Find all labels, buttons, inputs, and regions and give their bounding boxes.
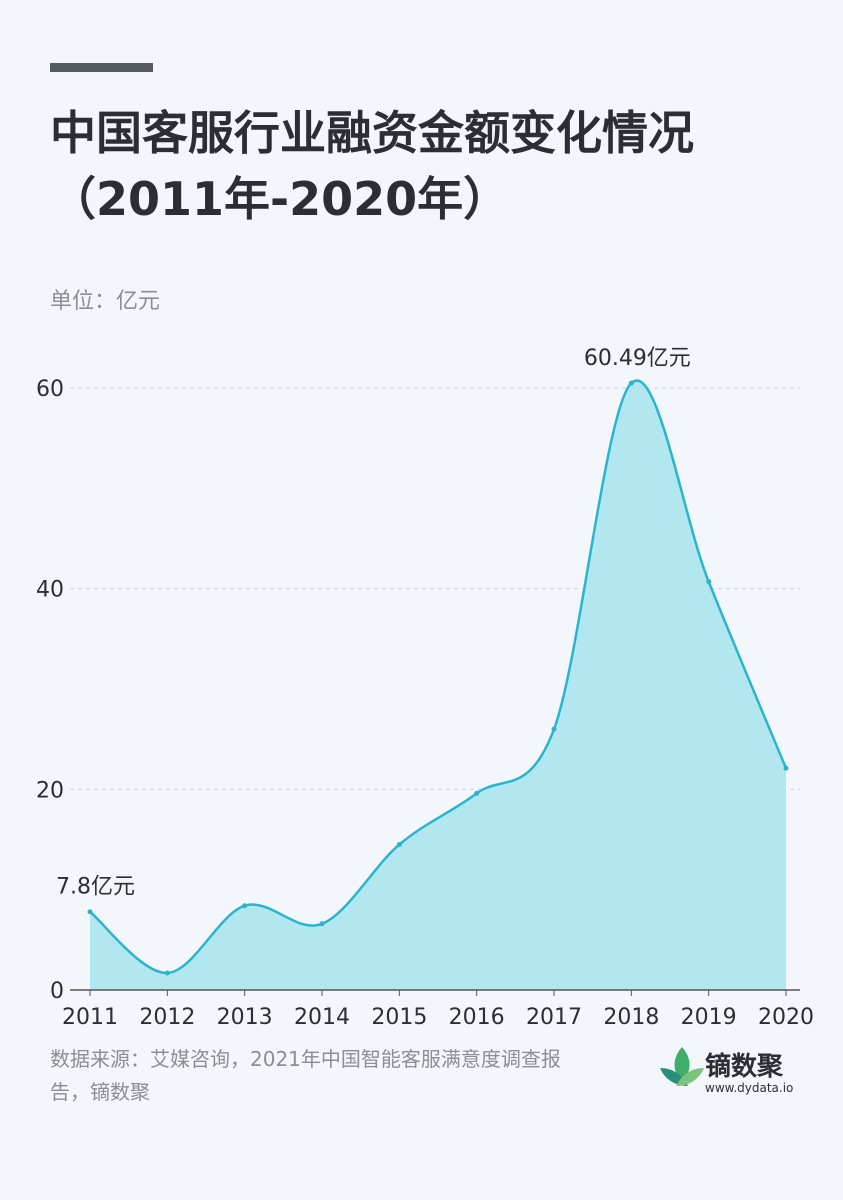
point bbox=[87, 909, 93, 915]
x-tick-label: 2018 bbox=[603, 1005, 659, 1030]
source-note: 数据来源：艾媒咨询，2021年中国智能客服满意度调查报告，镝数聚 bbox=[50, 1047, 561, 1104]
y-tick-label: 0 bbox=[50, 979, 64, 1004]
point bbox=[164, 970, 170, 976]
area-fill bbox=[90, 380, 786, 990]
x-tick-label: 2016 bbox=[449, 1005, 505, 1030]
x-tick-label: 2011 bbox=[62, 1005, 118, 1030]
accent-bar bbox=[50, 63, 153, 72]
x-tick-label: 2012 bbox=[139, 1005, 195, 1030]
point bbox=[551, 726, 557, 732]
value-label: 60.49亿元 bbox=[584, 346, 691, 371]
x-tick-label: 2013 bbox=[217, 1005, 273, 1030]
point bbox=[396, 842, 402, 848]
point bbox=[319, 921, 325, 927]
line bbox=[89, 379, 788, 975]
point bbox=[783, 765, 789, 771]
x-tick-label: 2015 bbox=[371, 1005, 427, 1030]
x-tick-label: 2017 bbox=[526, 1005, 582, 1030]
logo-url: www.dydata.io bbox=[705, 1081, 794, 1095]
unit-label: 单位：亿元 bbox=[50, 289, 161, 314]
y-tick-label: 40 bbox=[36, 578, 64, 603]
value-label: 7.8亿元 bbox=[56, 875, 135, 900]
point bbox=[628, 380, 634, 386]
point bbox=[242, 903, 248, 909]
x-tick-label: 2014 bbox=[294, 1005, 350, 1030]
chart-title: 中国客服行业融资金额变化情况（2011年-2020年） bbox=[50, 106, 694, 226]
y-tick-label: 60 bbox=[36, 377, 64, 402]
y-tick-label: 20 bbox=[36, 778, 64, 803]
x-tick-label: 2020 bbox=[758, 1005, 814, 1030]
x-tick-label: 2019 bbox=[681, 1005, 737, 1030]
logo-icon bbox=[660, 1047, 704, 1086]
logo-name: 镝数聚 bbox=[705, 1052, 784, 1082]
point bbox=[706, 579, 712, 585]
point bbox=[474, 790, 480, 796]
